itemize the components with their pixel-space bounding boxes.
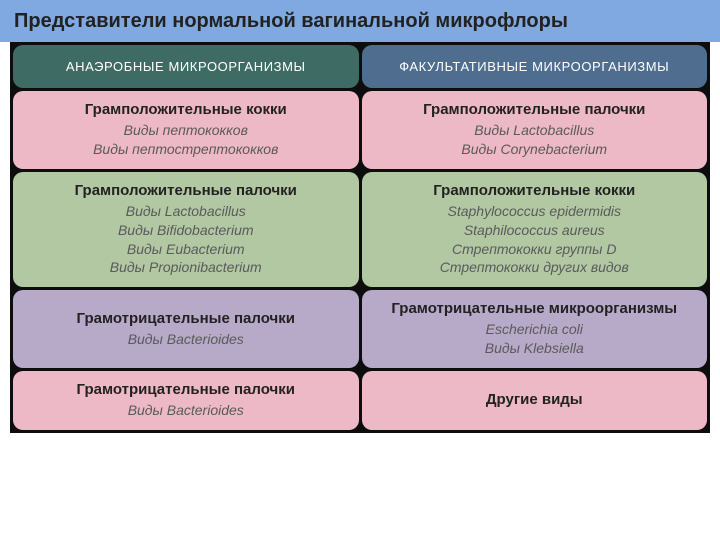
species-item: Staphilococcus aureus	[370, 221, 700, 240]
group-title: Грамотрицательные микроорганизмы	[370, 300, 700, 317]
group-title: Грамположительные палочки	[21, 182, 351, 199]
header-row: АНАЭРОБНЫЕ МИКРООРГАНИЗМЫ ФАКУЛЬТАТИВНЫЕ…	[10, 45, 710, 88]
cell-left: Грамположительные кокки Виды пептококковВ…	[13, 91, 359, 169]
cell-left: Грамотрицательные палочки Виды Bacterioid…	[13, 290, 359, 368]
table-row: Грамотрицательные палочки Виды Bacterioid…	[10, 290, 710, 368]
species-item: Виды пептококков	[21, 121, 351, 140]
group-title: Другие виды	[370, 391, 700, 408]
group-title: Грамотрицательные палочки	[21, 381, 351, 398]
species-item: Staphylococcus epidermidis	[370, 202, 700, 221]
species-item: Виды Lactobacillus	[370, 121, 700, 140]
header-facultative: ФАКУЛЬТАТИВНЫЕ МИКРООРГАНИЗМЫ	[362, 45, 708, 88]
group-title: Грамотрицательные палочки	[21, 310, 351, 327]
table-row: Грамположительные палочки Виды Lactobacil…	[10, 172, 710, 288]
species-item: Виды Corynebacterium	[370, 140, 700, 159]
species-item: Escherichia coli	[370, 320, 700, 339]
species-item: Виды Lactobacillus	[21, 202, 351, 221]
species-item: Стрептококки группы D	[370, 240, 700, 259]
cell-left: Грамположительные палочки Виды Lactobacil…	[13, 172, 359, 288]
cell-left: Грамотрицательные палочки Виды Bacterioid…	[13, 371, 359, 430]
header-anaerobic: АНАЭРОБНЫЕ МИКРООРГАНИЗМЫ	[13, 45, 359, 88]
microflora-table: АНАЭРОБНЫЕ МИКРООРГАНИЗМЫ ФАКУЛЬТАТИВНЫЕ…	[10, 42, 710, 433]
cell-right: Грамположительные палочки Виды Lactobacil…	[362, 91, 708, 169]
species-item: Виды Bifidobacterium	[21, 221, 351, 240]
species-item: Стрептококки других видов	[370, 258, 700, 277]
page: Представители нормальной вагинальной мик…	[0, 0, 720, 540]
species-item: Виды Bacterioides	[21, 401, 351, 420]
cell-right: Грамположительные кокки Staphylococcus ep…	[362, 172, 708, 288]
cell-right: Грамотрицательные микроорганизмы Escheric…	[362, 290, 708, 368]
group-title: Грамположительные палочки	[370, 101, 700, 118]
group-title: Грамположительные кокки	[21, 101, 351, 118]
table-row: Грамположительные коккиВиды пептококковВ…	[10, 91, 710, 169]
table-row: Грамотрицательные палочки Виды Bacterioid…	[10, 371, 710, 430]
species-item: Виды Propionibacterium	[21, 258, 351, 277]
species-item: Виды Klebsiella	[370, 339, 700, 358]
species-item: Виды Bacterioides	[21, 330, 351, 349]
species-item: Виды пептострептококков	[21, 140, 351, 159]
page-title: Представители нормальной вагинальной мик…	[0, 0, 720, 42]
cell-right: Другие виды	[362, 371, 708, 430]
species-item: Виды Eubacterium	[21, 240, 351, 259]
group-title: Грамположительные кокки	[370, 182, 700, 199]
